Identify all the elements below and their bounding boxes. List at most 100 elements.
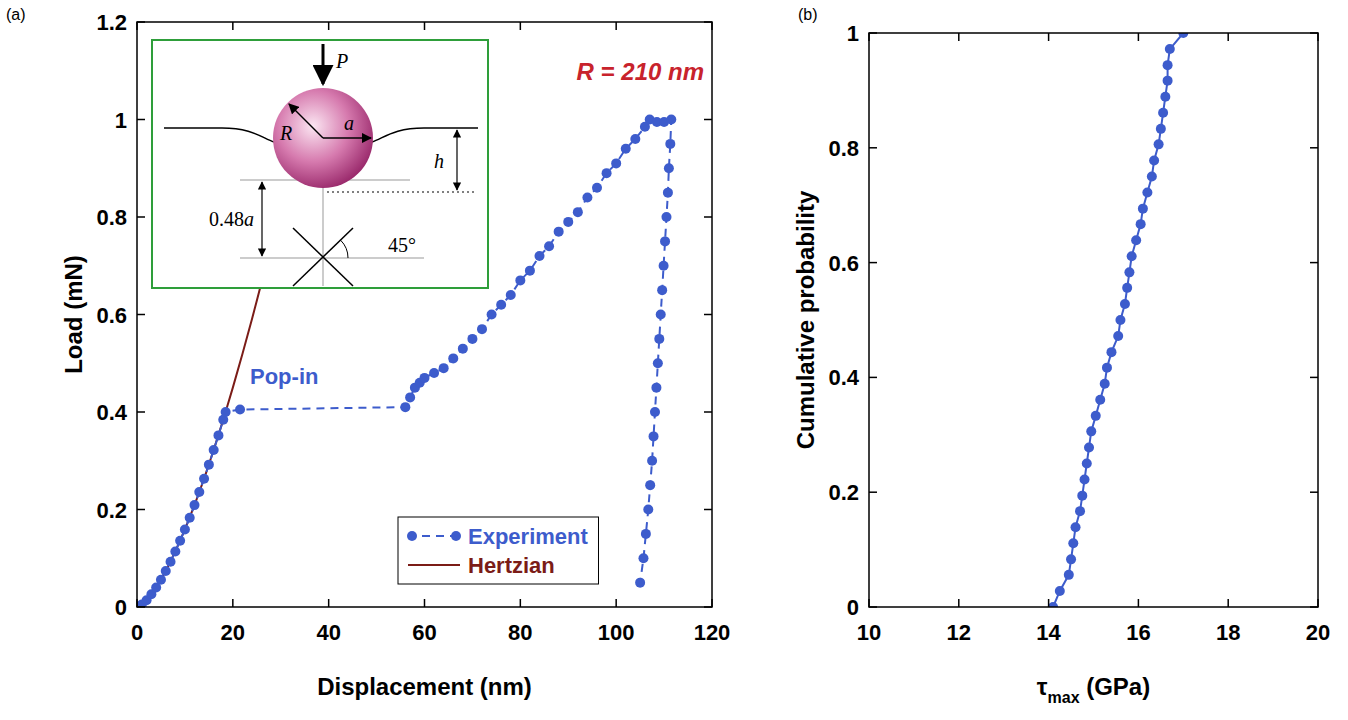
y-tick — [869, 606, 877, 608]
data-point — [477, 324, 487, 334]
y-tick-label: 1 — [847, 21, 859, 46]
data-point — [161, 566, 171, 576]
data-point — [1142, 188, 1152, 198]
x-axis-title-part: τ — [1037, 673, 1048, 700]
data-point — [400, 402, 410, 412]
x-tick — [232, 22, 234, 30]
data-point — [1122, 283, 1132, 293]
data-point — [496, 300, 506, 310]
y-tick — [137, 314, 145, 316]
y-tick — [869, 262, 877, 264]
y-tick — [869, 491, 877, 493]
x-tick — [1138, 599, 1140, 607]
data-point — [1071, 522, 1081, 532]
data-point — [657, 285, 667, 295]
x-tick-label: 80 — [508, 620, 532, 645]
data-point — [185, 513, 195, 523]
y-tick — [704, 216, 712, 218]
data-point — [1115, 315, 1125, 325]
data-point — [1149, 155, 1159, 165]
data-point — [429, 368, 439, 378]
y-tick — [137, 21, 145, 23]
data-point — [651, 383, 661, 393]
y-tick — [704, 606, 712, 608]
data-point — [1075, 506, 1085, 516]
x-tick-label: 120 — [694, 620, 731, 645]
inset-guide — [240, 258, 424, 259]
x-tick-label: 14 — [1036, 620, 1061, 645]
data-point — [666, 115, 676, 125]
data-point — [515, 275, 525, 285]
x-tick-label: 12 — [947, 620, 971, 645]
data-point — [1136, 219, 1146, 229]
y-tick-label: 0 — [847, 595, 859, 620]
data-point — [194, 487, 204, 497]
data-point — [1131, 235, 1141, 245]
data-point — [630, 134, 640, 144]
data-point — [1127, 251, 1137, 261]
legend-marker — [451, 531, 461, 541]
y-tick-label: 0.6 — [96, 303, 127, 328]
data-point — [467, 334, 477, 344]
data-point — [1100, 379, 1110, 389]
data-point — [1106, 347, 1116, 357]
x-tick-label: 40 — [316, 620, 340, 645]
x-tick-label: 100 — [598, 620, 635, 645]
x-tick-label: 10 — [857, 620, 881, 645]
inset-label: h — [434, 150, 444, 172]
panel: (b)00.20.40.60.81101214161820τmax (GPa)C… — [792, 6, 1330, 706]
y-axis-title: Load (mN) — [60, 255, 87, 374]
inset-arrow — [323, 137, 371, 139]
data-point — [544, 241, 554, 251]
y-tick-label: 0.4 — [828, 365, 859, 390]
x-tick-label: 0 — [131, 620, 143, 645]
data-point — [573, 207, 583, 217]
y-tick — [704, 411, 712, 413]
y-tick — [137, 606, 145, 608]
data-point — [1064, 570, 1074, 580]
inset-label: 0.48a — [209, 208, 254, 230]
data-point — [659, 261, 669, 271]
series-line — [1053, 33, 1183, 607]
x-tick — [1317, 599, 1319, 607]
x-tick — [958, 599, 960, 607]
y-tick-label: 0 — [115, 595, 127, 620]
x-tick — [958, 33, 960, 41]
data-point — [405, 392, 415, 402]
x-tick — [1048, 599, 1050, 607]
y-tick — [1310, 32, 1318, 34]
x-tick-label: 18 — [1216, 620, 1240, 645]
legend-box — [398, 517, 598, 584]
data-point — [563, 217, 573, 227]
data-point — [1124, 267, 1134, 277]
x-axis-title-part: (GPa) — [1080, 673, 1151, 700]
data-point — [535, 251, 545, 261]
data-point — [621, 144, 631, 154]
inset-dotted — [327, 192, 474, 193]
data-point — [213, 430, 223, 440]
x-tick — [711, 22, 713, 30]
data-point — [209, 445, 219, 455]
inset-label: 45° — [388, 234, 416, 256]
x-tick — [136, 22, 138, 30]
legend-label: Experiment — [468, 524, 588, 549]
data-point — [647, 456, 657, 466]
data-point — [643, 505, 653, 515]
inset-frame — [152, 40, 488, 288]
data-point — [1163, 76, 1173, 86]
data-point — [611, 158, 621, 168]
data-point — [592, 183, 602, 193]
y-tick-label: 1.2 — [96, 10, 127, 35]
y-tick — [137, 509, 145, 511]
data-point — [635, 578, 645, 588]
data-point — [170, 546, 180, 556]
data-point — [641, 529, 651, 539]
data-point — [1120, 299, 1130, 309]
x-tick — [711, 599, 713, 607]
y-tick — [704, 21, 712, 23]
data-point — [1068, 538, 1078, 548]
data-point — [665, 139, 675, 149]
data-point — [1091, 411, 1101, 421]
y-tick — [1310, 147, 1318, 149]
y-tick-label: 0.2 — [96, 498, 127, 523]
